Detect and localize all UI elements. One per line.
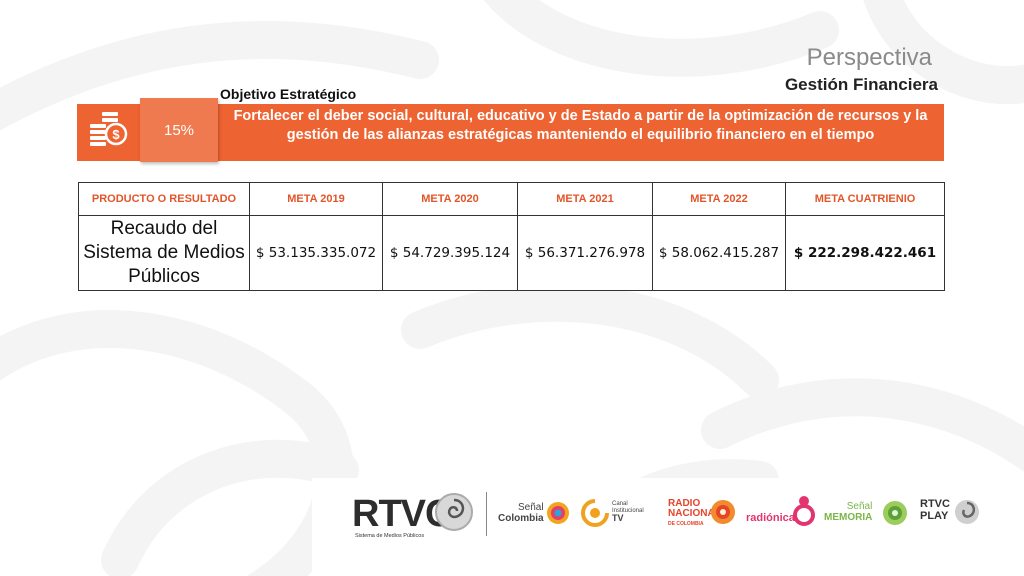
cell-meta-cuatrienio: $ 222.298.422.461 [785, 215, 945, 291]
header-meta-2021: META 2021 [517, 182, 653, 216]
rtvc-spiral-icon [435, 493, 473, 531]
rtvc-play-logo: RTVC PLAY [920, 498, 950, 522]
cell-meta-2020: $ 54.729.395.124 [382, 215, 518, 291]
rtvc-logo-subtitle: Sistema de Medios Públicos [355, 533, 425, 539]
canal-line1: Canal [612, 501, 628, 507]
senal-memoria-logo: Señal MEMORIA [824, 501, 872, 523]
logo-divider [486, 492, 487, 536]
radio-nacional-icon [711, 500, 735, 524]
radio-line1: RADIO [668, 498, 701, 509]
objective-banner [77, 104, 944, 161]
memoria-line1: Señal [846, 501, 873, 512]
radio-line2: NACIONAL [668, 508, 721, 519]
rtvc-play-line1: RTVC [920, 498, 950, 510]
header-meta-cuatrienio: META CUATRIENIO [785, 182, 945, 216]
page-title: Perspectiva [806, 44, 932, 71]
cell-meta-2021: $ 56.371.276.978 [517, 215, 653, 291]
goals-table: PRODUCTO O RESULTADO META 2019 META 2020… [78, 182, 945, 291]
canal-institucional-logo: Canal Institucional TV [612, 501, 644, 523]
radionica-icon [793, 496, 815, 526]
senal-colombia-line2: Colombia [498, 513, 544, 524]
radio-line3: DE COLOMBIA [668, 521, 704, 527]
table-header-row: PRODUCTO O RESULTADO META 2019 META 2020… [78, 182, 945, 216]
objective-text: Fortalecer el deber social, cultural, ed… [233, 108, 928, 143]
senal-colombia-logo: Señal Colombia [498, 502, 544, 524]
canal-institucional-icon [581, 499, 609, 527]
memoria-line2: MEMORIA [824, 512, 873, 523]
canal-line2: Institucional [612, 508, 644, 514]
header-meta-2022: META 2022 [652, 182, 786, 216]
radio-nacional-logo: RADIO NACIONAL DE COLOMBIA [668, 499, 721, 529]
header-producto: PRODUCTO O RESULTADO [78, 182, 250, 216]
senal-colombia-line1: Señal [517, 502, 544, 513]
table-row: Recaudo del Sistema de Medios Públicos $… [78, 215, 945, 291]
canal-line3: TV [612, 513, 624, 523]
cell-meta-2019: $ 53.135.335.072 [249, 215, 383, 291]
cell-meta-2022: $ 58.062.415.287 [652, 215, 786, 291]
senal-colombia-icon [547, 502, 569, 524]
objective-label: Objetivo Estratégico [220, 86, 357, 102]
radionica-logo: radiónica [746, 512, 795, 524]
cell-product: Recaudo del Sistema de Medios Públicos [78, 215, 250, 291]
weight-percentage: 15% [140, 98, 218, 162]
header-meta-2020: META 2020 [382, 182, 518, 216]
svg-text:$: $ [112, 127, 120, 142]
rtvc-play-icon [955, 500, 979, 524]
senal-memoria-icon [883, 501, 907, 525]
logo-bar: RTVC Sistema de Medios Públicos Señal Co… [312, 478, 1024, 576]
page-subtitle: Gestión Financiera [784, 75, 938, 94]
coins-dollar-icon: $ [90, 112, 128, 146]
rtvc-play-line2: PLAY [920, 510, 949, 522]
header-meta-2019: META 2019 [249, 182, 383, 216]
